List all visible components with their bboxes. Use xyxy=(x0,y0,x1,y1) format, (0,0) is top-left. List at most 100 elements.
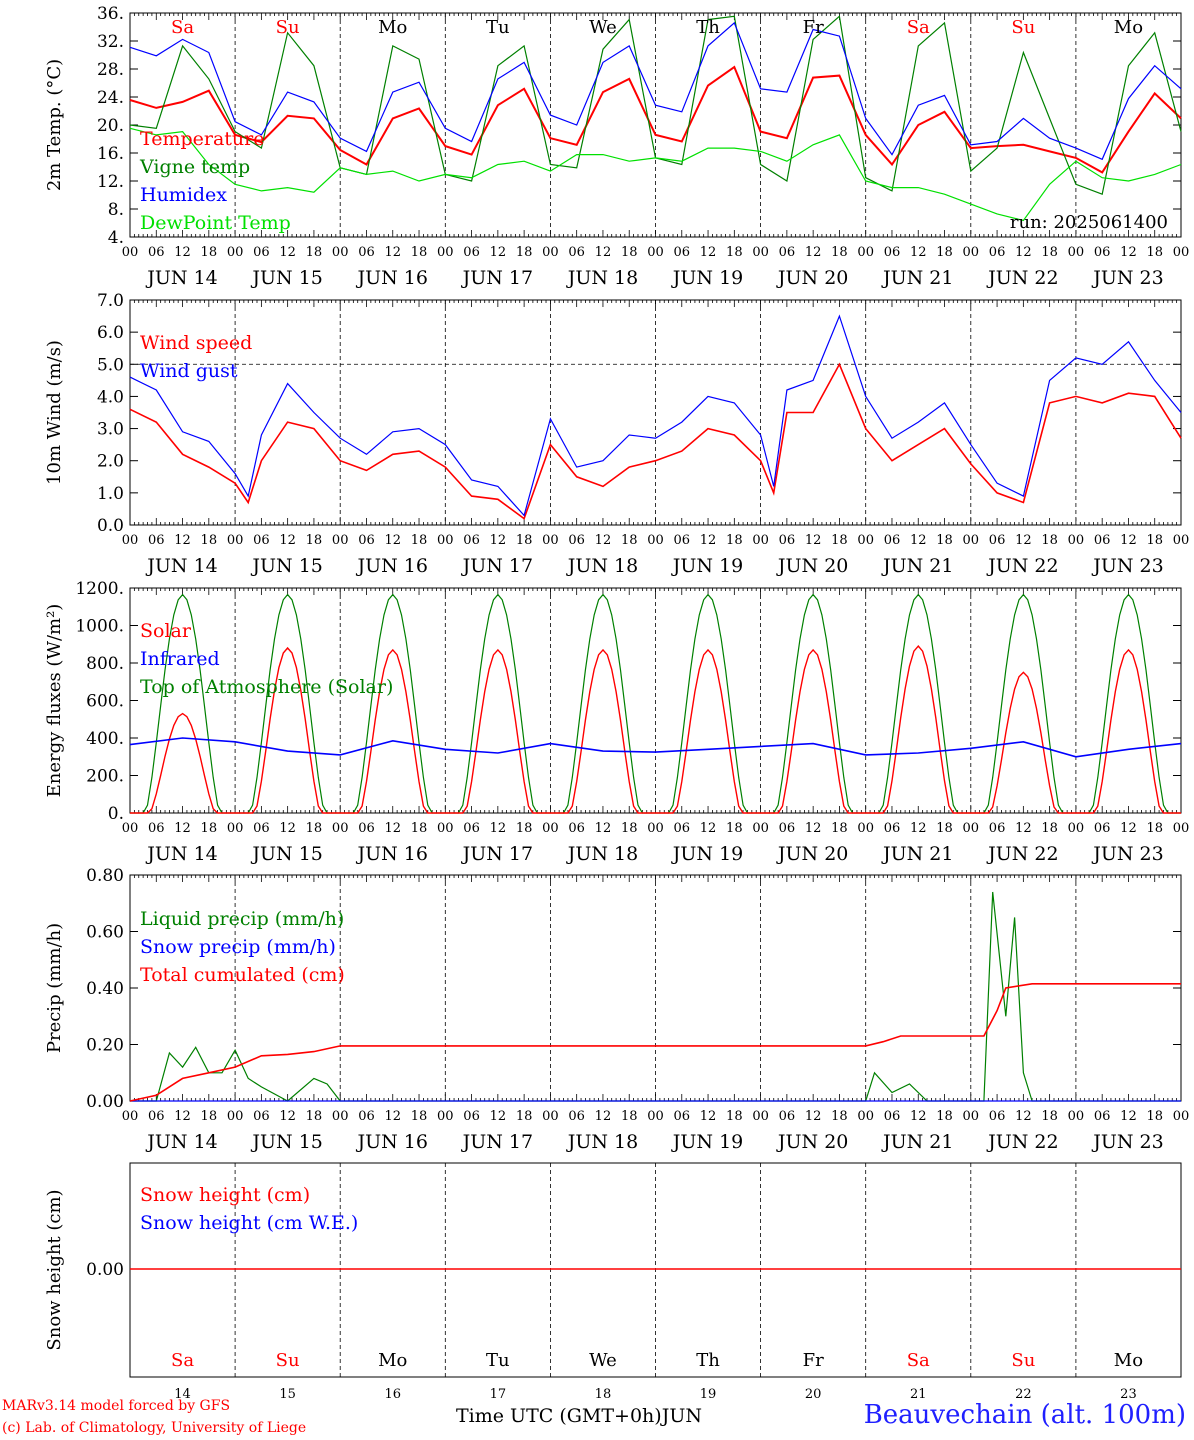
month-label: JUN xyxy=(661,1405,702,1427)
hour-label: 12 xyxy=(1015,533,1032,548)
series-solar xyxy=(130,645,1181,814)
date-label: JUN 20 xyxy=(776,267,848,289)
y-axis-label: 10m Wind (m/s) xyxy=(44,340,65,485)
hour-label: 00 xyxy=(647,533,664,548)
day-label: Tu xyxy=(486,17,510,38)
hour-label: 06 xyxy=(148,1109,165,1124)
hour-label: 18 xyxy=(306,821,323,836)
hour-label: 12 xyxy=(279,1109,296,1124)
hour-label: 00 xyxy=(542,533,559,548)
hour-label: 00 xyxy=(542,1109,559,1124)
day-label: Fr xyxy=(803,17,824,38)
date-label: JUN 21 xyxy=(881,843,953,865)
hour-label: 18 xyxy=(516,533,533,548)
hour-label: 18 xyxy=(831,245,848,260)
series-infrared xyxy=(129,737,1182,758)
hour-label: 18 xyxy=(306,533,323,548)
hour-label: 18 xyxy=(936,533,953,548)
hour-label: 18 xyxy=(201,533,218,548)
hour-label: 18 xyxy=(621,533,638,548)
hour-label: 06 xyxy=(463,245,480,260)
hour-label: 00 xyxy=(752,533,769,548)
date-label: JUN 20 xyxy=(776,1131,848,1153)
hour-label: 12 xyxy=(700,1109,717,1124)
hour-label: 18 xyxy=(411,533,428,548)
date-label: JUN 23 xyxy=(1091,843,1163,865)
date-label: JUN 18 xyxy=(566,555,638,577)
y-tick-label: 36. xyxy=(97,4,124,24)
hour-label: 00 xyxy=(647,821,664,836)
series-1 xyxy=(129,314,1182,517)
hour-label: 18 xyxy=(726,1109,743,1124)
hour-label: 18 xyxy=(936,245,953,260)
hour-label: 00 xyxy=(963,821,980,836)
y-tick-label: 800. xyxy=(86,654,124,674)
date-label: JUN 15 xyxy=(250,267,322,289)
date-label: JUN 20 xyxy=(776,555,848,577)
series-0 xyxy=(129,362,1182,520)
legend-snow-height-cm-w-e-: Snow height (cm W.E.) xyxy=(140,1212,358,1234)
date-label: JUN 15 xyxy=(250,843,322,865)
y-tick-label: 1.0 xyxy=(97,484,124,504)
hour-label: 06 xyxy=(358,821,375,836)
series-0 xyxy=(129,65,1182,174)
hour-label: 12 xyxy=(384,1109,401,1124)
y-tick-label: 0. xyxy=(108,804,124,824)
hour-label: 00 xyxy=(857,1109,874,1124)
date-label: JUN 17 xyxy=(461,843,533,865)
day-number-label: 20 xyxy=(805,1387,822,1402)
hour-label: 18 xyxy=(1041,1109,1058,1124)
y-tick-label: 0.20 xyxy=(86,1036,124,1056)
hour-label: 06 xyxy=(779,821,796,836)
hour-label: 18 xyxy=(936,1109,953,1124)
hour-label: 06 xyxy=(148,533,165,548)
day-label: Mo xyxy=(378,17,407,38)
day-label: Su xyxy=(1011,1350,1035,1371)
hour-label: 06 xyxy=(989,1109,1006,1124)
date-label: JUN 17 xyxy=(461,267,533,289)
hour-label: 06 xyxy=(148,821,165,836)
legend-humidex: Humidex xyxy=(140,184,227,206)
day-label: We xyxy=(589,17,617,38)
hour-label: 00 xyxy=(122,1109,139,1124)
hour-label: 12 xyxy=(279,821,296,836)
date-label: JUN 14 xyxy=(145,843,217,865)
hour-label: 12 xyxy=(805,1109,822,1124)
date-label: JUN 19 xyxy=(671,555,743,577)
date-label: JUN 21 xyxy=(881,267,953,289)
y-tick-label: 24. xyxy=(97,88,124,108)
legend-wind-speed: Wind speed xyxy=(140,332,252,354)
hour-label: 18 xyxy=(1146,533,1163,548)
hour-label: 06 xyxy=(989,821,1006,836)
hour-label: 00 xyxy=(227,1109,244,1124)
hour-label: 00 xyxy=(227,821,244,836)
legend-snow-precip-mm-h-: Snow precip (mm/h) xyxy=(140,936,336,958)
date-label: JUN 15 xyxy=(250,1131,322,1153)
day-label: Su xyxy=(276,17,300,38)
hour-label: 18 xyxy=(306,245,323,260)
hour-label: 18 xyxy=(1041,533,1058,548)
hour-label: 12 xyxy=(1120,533,1137,548)
hour-label: 12 xyxy=(595,821,612,836)
hour-label: 12 xyxy=(805,245,822,260)
hour-label: 18 xyxy=(726,533,743,548)
hour-label: 06 xyxy=(568,245,585,260)
y-axis-label: Snow height (cm) xyxy=(44,1189,65,1350)
date-label: JUN 16 xyxy=(356,555,428,577)
hour-label: 18 xyxy=(1041,821,1058,836)
day-number-label: 18 xyxy=(595,1387,612,1402)
hour-label: 06 xyxy=(463,1109,480,1124)
hour-label: 00 xyxy=(332,1109,349,1124)
legend-solar: Solar xyxy=(140,620,192,642)
hour-label: 18 xyxy=(831,1109,848,1124)
hour-label: 12 xyxy=(595,1109,612,1124)
hour-label: 12 xyxy=(595,533,612,548)
hour-label: 18 xyxy=(831,533,848,548)
date-label: JUN 19 xyxy=(671,267,743,289)
hour-label: 12 xyxy=(384,821,401,836)
day-label: Mo xyxy=(378,1350,407,1371)
date-label: JUN 22 xyxy=(986,1131,1058,1153)
hour-label: 12 xyxy=(910,533,927,548)
y-axis-label: Precip (mm/h) xyxy=(44,923,65,1053)
hour-label: 18 xyxy=(1146,1109,1163,1124)
